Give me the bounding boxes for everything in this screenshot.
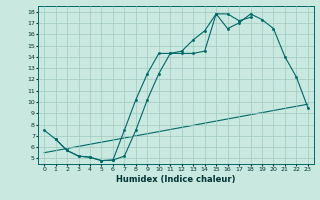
X-axis label: Humidex (Indice chaleur): Humidex (Indice chaleur) xyxy=(116,175,236,184)
